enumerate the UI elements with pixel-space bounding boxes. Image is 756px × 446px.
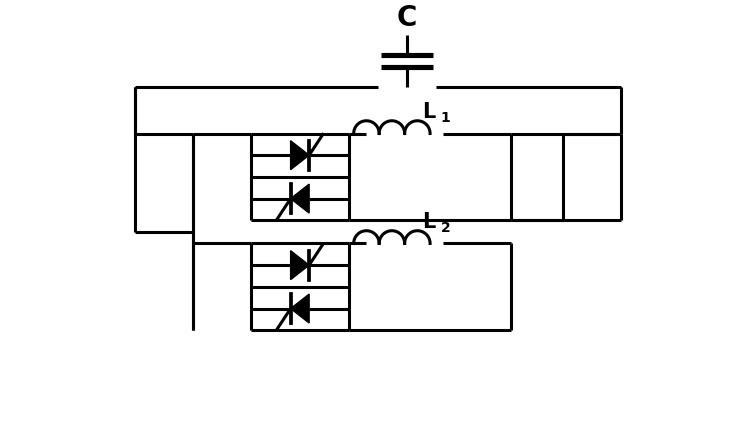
Polygon shape: [290, 294, 309, 323]
Text: C: C: [397, 4, 417, 32]
Text: L: L: [422, 212, 435, 232]
Polygon shape: [290, 184, 309, 213]
Text: 1: 1: [441, 111, 451, 125]
Text: L: L: [422, 102, 435, 122]
Polygon shape: [290, 141, 309, 169]
Polygon shape: [290, 251, 309, 280]
Text: 2: 2: [441, 221, 451, 235]
